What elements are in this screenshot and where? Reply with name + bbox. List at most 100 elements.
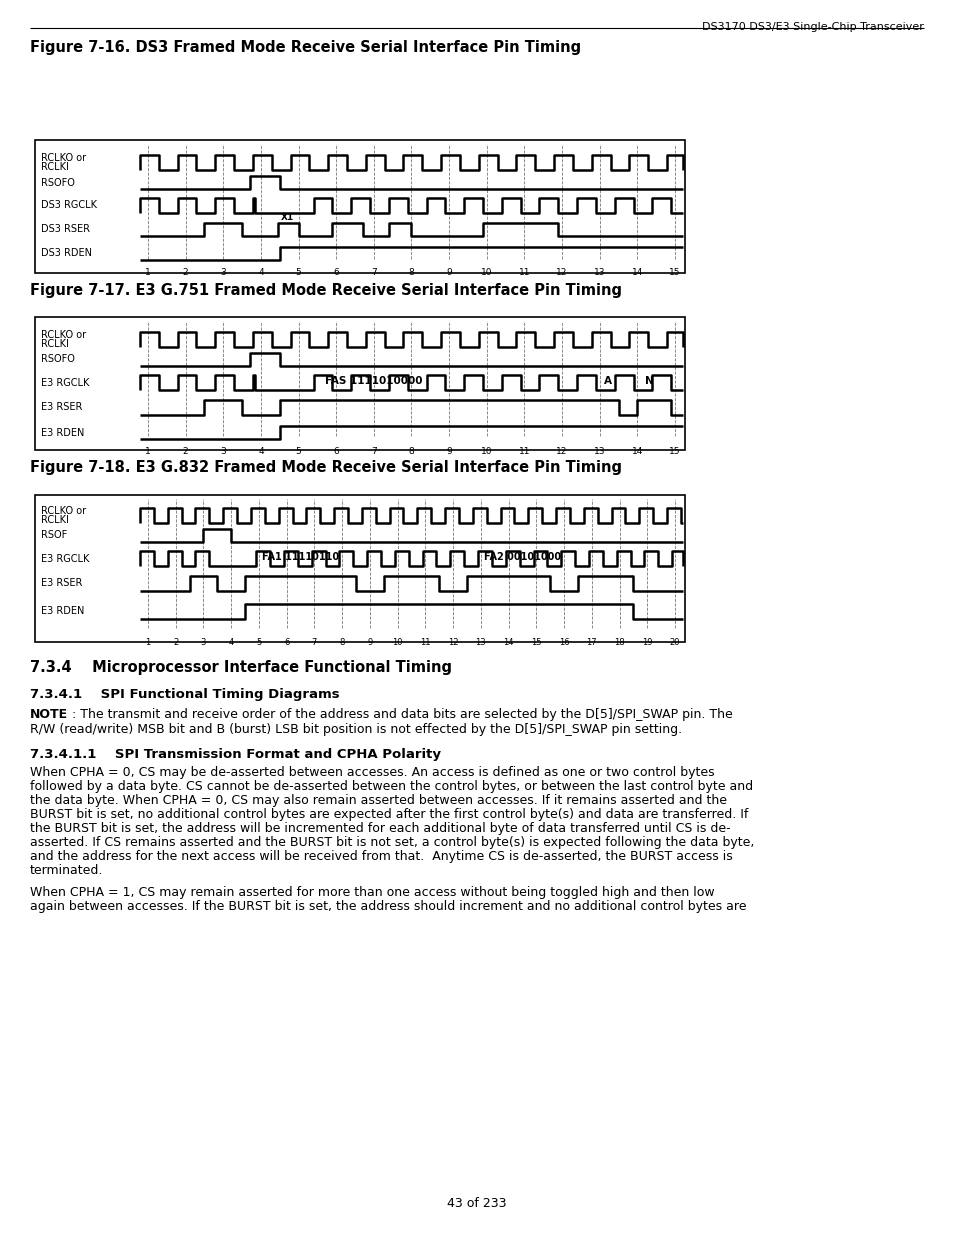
- Text: 9: 9: [446, 447, 452, 456]
- Text: terminated.: terminated.: [30, 864, 103, 877]
- Text: 13: 13: [594, 268, 605, 277]
- Text: 1: 1: [145, 638, 151, 647]
- Text: 12: 12: [556, 268, 567, 277]
- Text: 16: 16: [558, 638, 569, 647]
- Text: E3 RSER: E3 RSER: [41, 578, 82, 589]
- Text: 3: 3: [220, 268, 226, 277]
- Text: 43 of 233: 43 of 233: [447, 1197, 506, 1210]
- Text: 7.3.4    Microprocessor Interface Functional Timing: 7.3.4 Microprocessor Interface Functiona…: [30, 659, 452, 676]
- Text: 12: 12: [447, 638, 457, 647]
- Text: 10: 10: [480, 268, 492, 277]
- Text: 13: 13: [594, 447, 605, 456]
- Text: 1: 1: [145, 268, 151, 277]
- Text: Figure 7-16. DS3 Framed Mode Receive Serial Interface Pin Timing: Figure 7-16. DS3 Framed Mode Receive Ser…: [30, 40, 580, 56]
- Text: 13: 13: [475, 638, 486, 647]
- Bar: [466, 576, 550, 592]
- Text: BURST bit is set, no additional control bytes are expected after the first contr: BURST bit is set, no additional control …: [30, 808, 747, 821]
- Text: 4: 4: [229, 638, 233, 647]
- Text: followed by a data byte. CS cannot be de-asserted between the control bytes, or : followed by a data byte. CS cannot be de…: [30, 781, 752, 793]
- Text: 9: 9: [446, 268, 452, 277]
- Text: NOTE: NOTE: [30, 708, 68, 721]
- Text: RSOFO: RSOFO: [41, 354, 74, 364]
- Text: Figure 7-17. E3 G.751 Framed Mode Receive Serial Interface Pin Timing: Figure 7-17. E3 G.751 Framed Mode Receiv…: [30, 283, 621, 298]
- Text: FA1 11110110: FA1 11110110: [261, 552, 338, 562]
- Text: 3: 3: [220, 447, 226, 456]
- Text: the BURST bit is set, the address will be incremented for each additional byte o: the BURST bit is set, the address will b…: [30, 823, 730, 835]
- Text: 14: 14: [631, 447, 642, 456]
- Text: 4: 4: [258, 447, 263, 456]
- Text: 7.3.4.1.1    SPI Transmission Format and CPHA Polarity: 7.3.4.1.1 SPI Transmission Format and CP…: [30, 748, 440, 761]
- Text: 6: 6: [333, 268, 338, 277]
- Text: 10: 10: [392, 638, 402, 647]
- Text: 7: 7: [312, 638, 316, 647]
- Text: 6: 6: [284, 638, 289, 647]
- Bar: [279, 400, 618, 415]
- Text: and the address for the next access will be received from that.  Anytime CS is d: and the address for the next access will…: [30, 850, 732, 863]
- Text: 2: 2: [172, 638, 178, 647]
- Text: 15: 15: [669, 447, 680, 456]
- Text: asserted. If CS remains asserted and the BURST bit is not set, a control byte(s): asserted. If CS remains asserted and the…: [30, 836, 754, 848]
- Text: N: N: [644, 377, 653, 387]
- Text: RCLKO or: RCLKO or: [41, 330, 86, 340]
- Text: 1: 1: [145, 447, 151, 456]
- Text: 12: 12: [556, 447, 567, 456]
- Text: 15: 15: [669, 268, 680, 277]
- Text: RCLKI: RCLKI: [41, 338, 69, 350]
- Text: DS3 RDEN: DS3 RDEN: [41, 248, 91, 258]
- Text: DS3170 DS3/E3 Single-Chip Transceiver: DS3170 DS3/E3 Single-Chip Transceiver: [701, 22, 923, 32]
- Text: Figure 7-18. E3 G.832 Framed Mode Receive Serial Interface Pin Timing: Figure 7-18. E3 G.832 Framed Mode Receiv…: [30, 459, 621, 475]
- Text: 8: 8: [339, 638, 344, 647]
- Bar: [245, 576, 355, 592]
- Text: RCLKO or: RCLKO or: [41, 506, 86, 516]
- Text: RSOF: RSOF: [41, 531, 67, 541]
- Text: 10: 10: [480, 447, 492, 456]
- Text: 11: 11: [518, 447, 530, 456]
- Text: 15: 15: [531, 638, 541, 647]
- Text: 8: 8: [408, 447, 414, 456]
- Text: 7: 7: [371, 268, 376, 277]
- Bar: [35, 495, 684, 642]
- Text: 6: 6: [333, 447, 338, 456]
- Text: E3 RDEN: E3 RDEN: [41, 606, 84, 616]
- Text: DS3 RGCLK: DS3 RGCLK: [41, 200, 97, 210]
- Text: 19: 19: [641, 638, 652, 647]
- Text: A: A: [603, 377, 611, 387]
- Text: 5: 5: [295, 447, 301, 456]
- Text: 2: 2: [183, 268, 189, 277]
- Text: 7: 7: [371, 447, 376, 456]
- Text: the data byte. When CPHA = 0, CS may also remain asserted between accesses. If i: the data byte. When CPHA = 0, CS may als…: [30, 794, 726, 806]
- Text: FAS 1111010000: FAS 1111010000: [325, 377, 422, 387]
- Text: E3 RSER: E3 RSER: [41, 403, 82, 412]
- Text: 8: 8: [408, 268, 414, 277]
- Text: When CPHA = 0, CS may be de-asserted between accesses. An access is defined as o: When CPHA = 0, CS may be de-asserted bet…: [30, 766, 714, 779]
- Text: FA2 00101000: FA2 00101000: [483, 552, 560, 562]
- Text: E3 RGCLK: E3 RGCLK: [41, 378, 90, 388]
- Text: 20: 20: [669, 638, 679, 647]
- Text: 4: 4: [258, 268, 263, 277]
- Text: DS3 RSER: DS3 RSER: [41, 225, 90, 235]
- Text: E3 RDEN: E3 RDEN: [41, 427, 84, 437]
- Text: RCLKI: RCLKI: [41, 162, 69, 172]
- Text: 5: 5: [256, 638, 261, 647]
- Text: 2: 2: [183, 447, 189, 456]
- Text: RCLKO or: RCLKO or: [41, 153, 86, 163]
- Text: 9: 9: [367, 638, 372, 647]
- Bar: [383, 576, 438, 592]
- Text: RSOFO: RSOFO: [41, 178, 74, 188]
- Text: 7.3.4.1    SPI Functional Timing Diagrams: 7.3.4.1 SPI Functional Timing Diagrams: [30, 688, 339, 701]
- Text: 14: 14: [503, 638, 514, 647]
- Text: 3: 3: [200, 638, 206, 647]
- Text: 11: 11: [518, 268, 530, 277]
- Text: 18: 18: [614, 638, 624, 647]
- Text: 11: 11: [419, 638, 430, 647]
- Text: 14: 14: [631, 268, 642, 277]
- Text: X1: X1: [280, 212, 294, 222]
- Text: R/W (read/write) MSB bit and B (burst) LSB bit position is not effected by the D: R/W (read/write) MSB bit and B (burst) L…: [30, 722, 681, 736]
- Text: : The transmit and receive order of the address and data bits are selected by th: : The transmit and receive order of the …: [71, 708, 732, 721]
- Bar: [35, 317, 684, 450]
- Text: 17: 17: [586, 638, 597, 647]
- Bar: [578, 576, 633, 592]
- Text: When CPHA = 1, CS may remain asserted for more than one access without being tog: When CPHA = 1, CS may remain asserted fo…: [30, 885, 714, 899]
- Text: RCLKI: RCLKI: [41, 515, 69, 525]
- Text: 5: 5: [295, 268, 301, 277]
